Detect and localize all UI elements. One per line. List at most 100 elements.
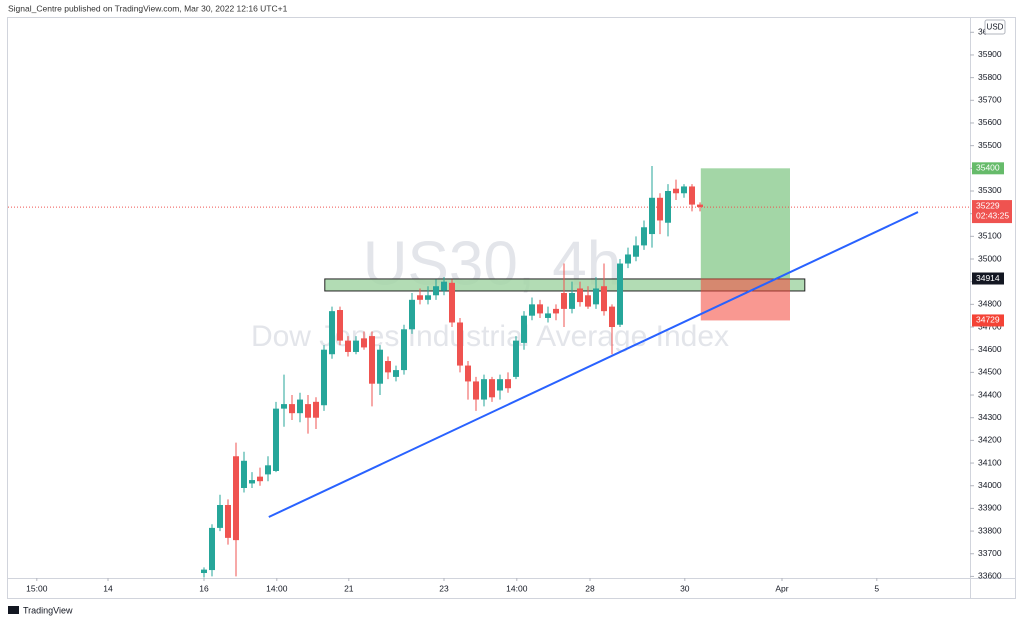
candle-body [377, 349, 383, 384]
candle-body [385, 361, 391, 373]
candle-body [641, 227, 647, 246]
candle-body [241, 460, 247, 488]
y-tick-label: 33800 [978, 525, 1002, 535]
y-tick-label: 34300 [978, 412, 1002, 422]
stop-area [700, 278, 790, 321]
x-tick-label: 28 [585, 583, 595, 593]
candle-body [313, 401, 319, 418]
x-tick-label: 14:00 [506, 583, 528, 593]
candle-body [297, 399, 303, 414]
candle-body [321, 349, 327, 406]
candle-body [401, 329, 407, 371]
target-label: 35400 [976, 163, 1000, 173]
currency-badge[interactable] [984, 19, 1006, 35]
y-tick-label: 35000 [978, 253, 1002, 263]
candle-body [593, 288, 599, 305]
y-tick-label: 35300 [978, 185, 1002, 195]
candle-body [265, 465, 271, 475]
candle-body [345, 340, 351, 352]
candle-body [497, 379, 503, 391]
candle-body [633, 245, 639, 257]
stop-label: 34729 [976, 315, 1000, 325]
candle-body [569, 293, 575, 309]
trendline [268, 211, 919, 518]
candle-body [217, 504, 223, 528]
candle-body [417, 295, 423, 300]
candle-body [481, 379, 487, 400]
candle-body [521, 315, 527, 343]
candle-body [609, 306, 615, 328]
candle-body [361, 338, 367, 348]
candle-body [449, 282, 455, 323]
candle-body [201, 569, 207, 574]
y-tick-label: 35100 [978, 231, 1002, 241]
candle-body [601, 286, 607, 312]
candle-body [305, 404, 311, 418]
candle-body [617, 263, 623, 325]
candle-body [369, 336, 375, 384]
candle-body [409, 299, 415, 330]
candle-body [561, 293, 567, 309]
candle-body [425, 295, 431, 300]
candle-body [289, 404, 295, 414]
candle-body [353, 340, 359, 352]
candle-body [649, 197, 655, 235]
candle-body [673, 188, 679, 194]
x-tick-label: 14:00 [266, 583, 288, 593]
last-price-label: 35229 [976, 200, 1000, 210]
y-tick-label: 35900 [978, 49, 1002, 59]
y-tick-label: 35800 [978, 72, 1002, 82]
target-area [700, 168, 790, 279]
candle-body [545, 313, 551, 318]
candle-body [537, 304, 543, 314]
entry-label-box [972, 272, 1004, 285]
candle-body [513, 340, 519, 377]
watermark-description: Dow Jones Industrial Average Index [251, 320, 729, 353]
y-tick-label: 33900 [978, 503, 1002, 513]
candle-body [553, 308, 559, 314]
x-tick-label: 15:00 [26, 583, 48, 593]
candle-body [625, 254, 631, 264]
candle-body [457, 322, 463, 366]
countdown: 02:43:25 [976, 210, 1009, 220]
y-tick-label: 33700 [978, 548, 1002, 558]
target-label-box [972, 162, 1004, 175]
y-tick-label: 35600 [978, 117, 1002, 127]
candle-body [249, 480, 255, 484]
candle-body [689, 186, 695, 205]
stop-label-box [972, 314, 1004, 327]
x-tick-label: Apr [775, 583, 788, 593]
candle-body [585, 295, 591, 307]
frame [7, 17, 1016, 599]
candle-body [433, 286, 439, 296]
candle-body [529, 304, 535, 316]
footer: TradingView [23, 605, 73, 615]
candle-body [273, 408, 279, 471]
candle-body [257, 476, 263, 482]
candle-body [465, 365, 471, 382]
x-tick-label: 30 [680, 583, 690, 593]
entry-label: 34914 [976, 273, 1000, 283]
candle-body [281, 404, 287, 409]
candle-body [337, 310, 343, 341]
y-tick-label: 34400 [978, 389, 1002, 399]
candle-body [441, 281, 447, 291]
candle-body [697, 204, 703, 208]
x-tick-label: 5 [874, 583, 879, 593]
y-tick-label: 34200 [978, 435, 1002, 445]
candle-body [225, 504, 231, 538]
last-price-box [972, 200, 1012, 224]
y-tick-label: 34600 [978, 344, 1002, 354]
y-tick-label: 34000 [978, 480, 1002, 490]
x-tick-label: 16 [199, 583, 209, 593]
x-tick-label: 23 [439, 583, 449, 593]
candle-body [489, 379, 495, 398]
y-tick-label: 33600 [978, 571, 1002, 581]
candle-body [209, 527, 215, 571]
y-tick-label: 34800 [978, 299, 1002, 309]
y-tick-label: 35500 [978, 140, 1002, 150]
header: Signal_Centre published on TradingView.c… [8, 3, 288, 13]
logo [8, 606, 19, 614]
candle-body [393, 370, 399, 377]
